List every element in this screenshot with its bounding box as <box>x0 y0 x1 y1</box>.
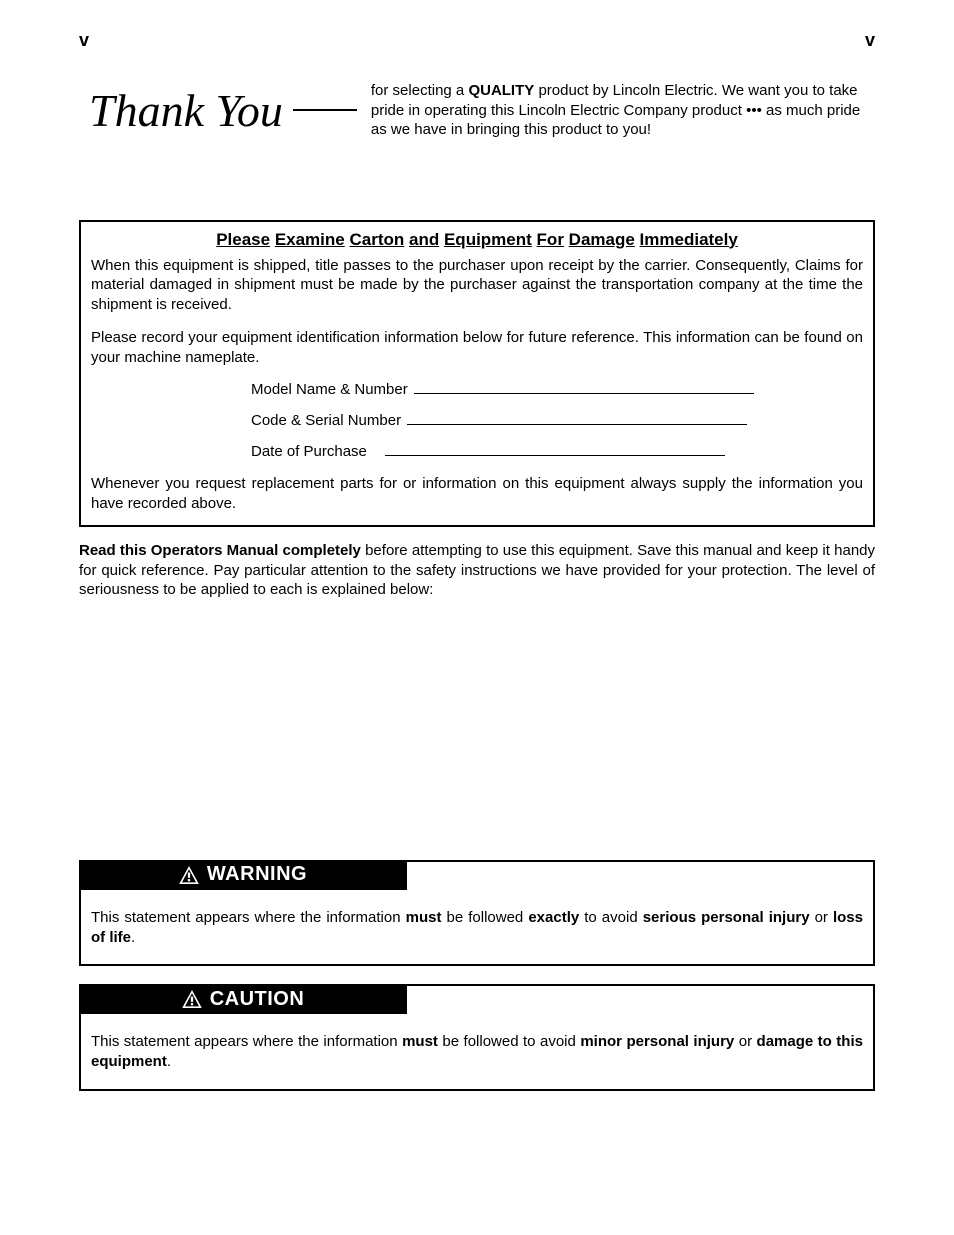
caution-bold: must <box>402 1033 438 1050</box>
caution-box: CAUTION This statement appears where the… <box>79 984 875 1091</box>
field-date: Date of Purchase <box>91 443 863 460</box>
title-word: and <box>409 230 439 249</box>
blank-line <box>414 393 754 394</box>
caution-bold: minor personal injury <box>580 1033 734 1050</box>
read-bold: Read this Operators Manual completely <box>79 542 361 559</box>
caution-banner: CAUTION <box>79 984 407 1014</box>
warning-seg: be followed <box>441 909 528 926</box>
title-word: Please <box>216 230 270 249</box>
warning-bold: must <box>406 909 442 926</box>
warning-seg: to avoid <box>579 909 643 926</box>
examine-title: Please Examine Carton and Equipment For … <box>91 230 863 250</box>
caution-seg: . <box>167 1053 171 1070</box>
caution-seg: be followed to avoid <box>438 1033 580 1050</box>
warning-seg: . <box>131 929 135 946</box>
field-label: Date of Purchase <box>251 443 367 460</box>
field-label: Model Name & Number <box>251 381 408 398</box>
examine-box: Please Examine Carton and Equipment For … <box>79 220 875 528</box>
examine-p1: When this equipment is shipped, title pa… <box>91 256 863 315</box>
warning-bold: exactly <box>528 909 579 926</box>
caution-seg: This statement appears where the informa… <box>91 1033 402 1050</box>
warning-triangle-icon <box>182 990 202 1008</box>
manual-page: v v Thank You for selecting a QUALITY pr… <box>0 0 954 1235</box>
title-word: Damage <box>569 230 635 249</box>
caution-label: CAUTION <box>210 988 305 1011</box>
warning-seg: This statement appears where the informa… <box>91 909 406 926</box>
field-label: Code & Serial Number <box>251 412 401 429</box>
blank-line <box>407 424 747 425</box>
title-word: For <box>537 230 564 249</box>
blank-line <box>385 455 725 456</box>
warning-triangle-icon <box>179 866 199 884</box>
examine-p2: Please record your equipment identificat… <box>91 328 863 367</box>
examine-p3: Whenever you request replacement parts f… <box>91 474 863 513</box>
warning-text: This statement appears where the informa… <box>81 908 873 949</box>
thank-you-body: for selecting a QUALITY product by Linco… <box>371 81 875 140</box>
warning-label: WARNING <box>207 863 307 886</box>
divider-line <box>293 109 357 111</box>
warning-bold: serious personal injury <box>643 909 810 926</box>
thank-pre: for selecting a <box>371 82 469 99</box>
field-model: Model Name & Number <box>91 381 863 398</box>
page-marker-right: v <box>865 30 875 51</box>
title-word: Carton <box>349 230 404 249</box>
page-marker-left: v <box>79 30 89 51</box>
page-header: v v <box>79 30 875 51</box>
warning-box: WARNING This statement appears where the… <box>79 860 875 967</box>
caution-seg: or <box>734 1033 756 1050</box>
read-paragraph: Read this Operators Manual completely be… <box>79 541 875 600</box>
thank-you-row: Thank You for selecting a QUALITY produc… <box>79 81 875 140</box>
warning-seg: or <box>810 909 833 926</box>
caution-text: This statement appears where the informa… <box>81 1032 873 1073</box>
thank-you-script: Thank You <box>79 84 283 137</box>
title-word: Equipment <box>444 230 532 249</box>
field-code: Code & Serial Number <box>91 412 863 429</box>
title-word: Immediately <box>640 230 738 249</box>
warning-banner: WARNING <box>79 860 407 890</box>
title-word: Examine <box>275 230 345 249</box>
thank-quality: QUALITY <box>468 82 534 99</box>
